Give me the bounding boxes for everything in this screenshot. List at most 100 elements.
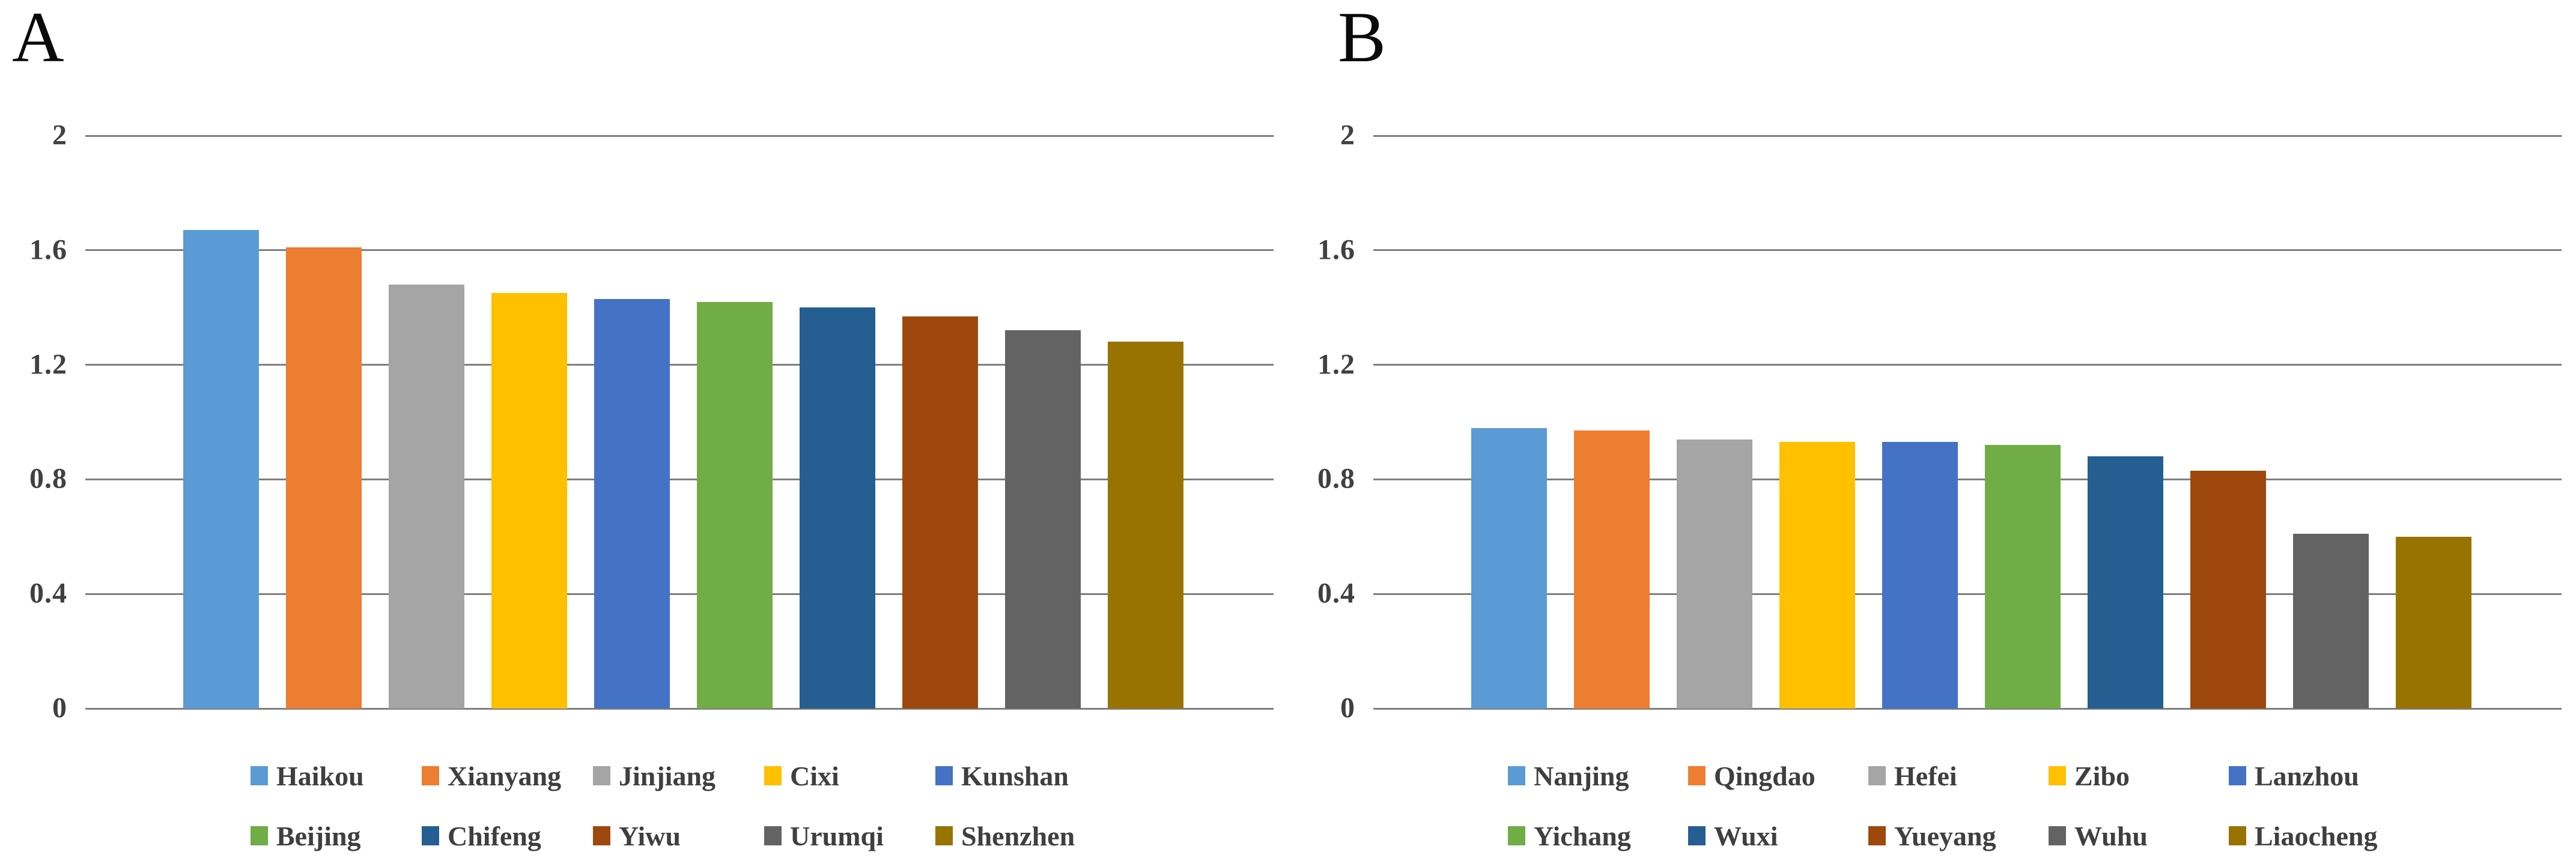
legend-item-chifeng: Chifeng	[422, 820, 593, 852]
y-axis-tick-label: 0.4	[1317, 577, 1355, 609]
legend-item-shenzhen: Shenzhen	[935, 820, 1107, 852]
y-axis-tick-label: 2	[52, 119, 67, 151]
legend-swatch-icon	[593, 826, 610, 845]
plot-area-a: 0 0.4 0.8 1.2 1.6 2	[29, 119, 1274, 724]
y-axis-tick-mark	[1373, 707, 1382, 710]
y-axis-tick-mark	[1373, 593, 1382, 595]
legend-swatch-icon	[593, 766, 610, 785]
legend-swatch-icon	[1688, 826, 1706, 845]
gridline-y-2	[94, 134, 1274, 137]
legend-swatch-icon	[935, 766, 953, 785]
bar-jinjiang	[389, 285, 464, 708]
y-axis-tick-mark	[85, 364, 94, 366]
legend-item-beijing: Beijing	[251, 820, 422, 852]
legend-item-yueyang: Yueyang	[1868, 820, 2049, 852]
legend-item-yiwu: Yiwu	[593, 820, 764, 852]
chart-panel-b: B 0 0.4 0.8 1.2 1.6 2 Nanjing Qingdao Hefei Zibo…	[1288, 0, 2576, 867]
legend-label: Cixi	[790, 760, 839, 791]
legend-row-1: Nanjing Qingdao Hefei Zibo Lanzhou	[1508, 760, 2409, 791]
bar-lanzhou	[1882, 442, 1958, 708]
legend-row-1: Haikou Xianyang Jinjiang Cixi Kunshan	[251, 760, 1107, 791]
bar-haikou	[183, 230, 259, 708]
gridline-y-0.4	[94, 593, 1274, 595]
legend-swatch-icon	[251, 826, 268, 845]
legend-swatch-icon	[764, 826, 782, 845]
legend-item-lanzhou: Lanzhou	[2229, 760, 2409, 792]
legend-label: Yueyang	[1894, 820, 1996, 851]
legend-label: Wuxi	[1714, 820, 1778, 851]
legend-item-qingdao: Qingdao	[1688, 760, 1868, 792]
legend-label: Beijing	[276, 820, 361, 851]
y-axis-tick-mark	[1373, 364, 1382, 366]
y-axis-tick-mark	[1373, 249, 1382, 252]
y-axis-tick-label: 0	[52, 692, 67, 724]
legend-swatch-icon	[1508, 766, 1525, 785]
gridline-y-1.2	[94, 364, 1274, 366]
legend-label: Nanjing	[1534, 760, 1629, 791]
legend-swatch-icon	[764, 766, 782, 785]
legend-swatch-icon	[1688, 766, 1706, 785]
legend-label: Urumqi	[790, 820, 884, 851]
legend-item-jinjiang: Jinjiang	[593, 760, 764, 792]
legend-row-2: Beijing Chifeng Yiwu Urumqi Shenzhen	[251, 820, 1107, 851]
bar-wuxi	[2088, 456, 2163, 708]
y-axis-tick-label: 0.4	[29, 577, 67, 609]
gridline-y-0.8	[1382, 478, 2562, 480]
legend-label: Lanzhou	[2255, 760, 2359, 791]
legend-label: Zibo	[2074, 760, 2130, 791]
bar-wuhu	[2293, 534, 2369, 708]
legend-item-cixi: Cixi	[764, 760, 935, 792]
bar-xianyang	[286, 247, 362, 708]
legend-item-nanjing: Nanjing	[1508, 760, 1688, 792]
legend-swatch-icon	[2229, 826, 2246, 845]
legend-label: Chifeng	[448, 820, 541, 851]
y-axis-tick-mark	[85, 707, 94, 710]
bar-shenzhen	[1108, 342, 1183, 708]
legend-swatch-icon	[251, 766, 268, 785]
legend-swatch-icon	[1868, 766, 1886, 785]
y-axis-tick-mark	[85, 478, 94, 480]
legend-item-xianyang: Xianyang	[422, 760, 593, 792]
legend-label: Wuhu	[2074, 820, 2148, 851]
y-axis-tick-label: 1.6	[1317, 234, 1355, 266]
legend-label: Hefei	[1894, 760, 1957, 791]
legend-item-zibo: Zibo	[2049, 760, 2229, 792]
bar-kunshan	[594, 298, 670, 708]
legend-label: Kunshan	[961, 760, 1069, 791]
legend-swatch-icon	[1868, 826, 1886, 845]
gridline-y-0.4	[1382, 593, 2562, 595]
bar-cixi	[491, 293, 567, 708]
legend-swatch-icon	[2049, 826, 2066, 845]
plot-area-b: 0 0.4 0.8 1.2 1.6 2	[1317, 119, 2562, 724]
y-axis-tick-label: 0	[1340, 692, 1355, 724]
panel-a-label: A	[12, 0, 64, 77]
gridline-y-1.2	[1382, 364, 2562, 366]
panel-b-label: B	[1338, 0, 1387, 77]
gridline-y-0.8	[94, 478, 1274, 480]
y-axis-tick-label: 0.8	[29, 462, 67, 495]
y-axis-tick-label: 2	[1340, 119, 1355, 151]
bar-yichang	[1985, 445, 2061, 708]
bar-beijing	[697, 301, 773, 708]
bar-zibo	[1779, 442, 1855, 708]
legend-item-haikou: Haikou	[251, 760, 422, 792]
legend-item-wuhu: Wuhu	[2049, 820, 2229, 852]
legend-label: Liaocheng	[2255, 820, 2378, 851]
legend-item-liaocheng: Liaocheng	[2229, 820, 2409, 852]
legend-swatch-icon	[422, 766, 439, 785]
legend-item-yichang: Yichang	[1508, 820, 1688, 852]
bar-yiwu	[902, 316, 978, 708]
y-axis-tick-label: 0.8	[1317, 462, 1355, 495]
gridline-y-2	[1382, 134, 2562, 137]
legend-item-wuxi: Wuxi	[1688, 820, 1868, 852]
legend-item-kunshan: Kunshan	[935, 760, 1107, 792]
bar-nanjing	[1471, 427, 1547, 708]
legend-item-urumqi: Urumqi	[764, 820, 935, 852]
legend-swatch-icon	[2049, 766, 2066, 785]
legend-swatch-icon	[422, 826, 439, 845]
legend-label: Xianyang	[448, 760, 562, 791]
bar-chifeng	[800, 307, 875, 708]
chart-panel-a: A 0 0.4 0.8 1.2 1.6 2 Haikou Xianyang Jinjiang C…	[12, 0, 1274, 851]
y-axis-tick-mark	[85, 593, 94, 595]
